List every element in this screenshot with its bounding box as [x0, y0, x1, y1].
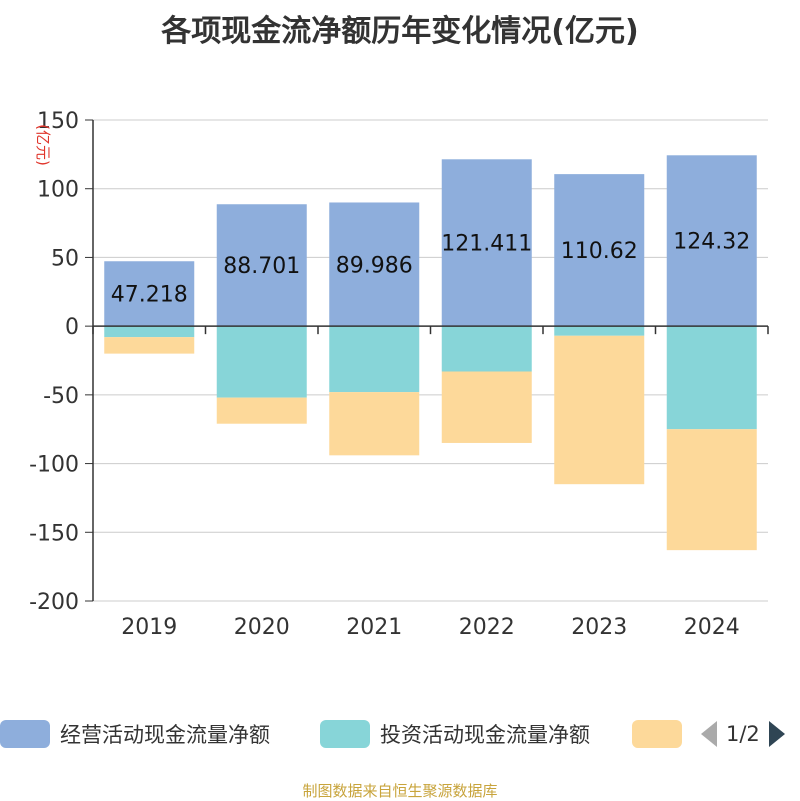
- bar-1-2019[interactable]: [104, 326, 195, 338]
- legend-item-0[interactable]: 经营活动现金流量净额: [0, 716, 270, 752]
- legend-swatch-1: [320, 720, 370, 748]
- x-tick-label-2022: 2022: [459, 615, 515, 640]
- bar-2-2024[interactable]: [666, 429, 757, 551]
- x-tick-label-2024: 2024: [684, 615, 740, 640]
- x-tick-label-2020: 2020: [234, 615, 290, 640]
- bar-1-2024[interactable]: [666, 326, 757, 430]
- bar-0-2019[interactable]: [104, 261, 195, 327]
- bar-0-2024[interactable]: [666, 155, 757, 327]
- y-axis-label: (亿元): [34, 124, 52, 166]
- data-label-0-2019: 47.218: [111, 283, 188, 308]
- y-tick-label-2: 50: [51, 246, 79, 271]
- legend-swatch-2: [632, 720, 682, 748]
- bar-2-2021[interactable]: [329, 392, 420, 456]
- bar-1-2023[interactable]: [554, 326, 645, 336]
- axes: 150 100 50 0 -50 -100 -150 -200 (亿元) 2019 2020 2021…: [29, 109, 740, 640]
- legend: 经营活动现金流量净额 投资活动现金流量净额 1/2: [0, 716, 800, 752]
- y-tick-label-0: 150: [37, 109, 79, 134]
- bar-chart: 150 100 50 0 -50 -100 -150 -200 (亿元) 2019 2020 2021…: [29, 109, 769, 640]
- data-label-0-2020: 88.701: [223, 254, 300, 279]
- legend-item-2[interactable]: [632, 716, 692, 752]
- x-tick-label-2023: 2023: [571, 615, 627, 640]
- bar-0-2022[interactable]: [441, 159, 532, 327]
- pager-prev-icon[interactable]: [700, 720, 718, 748]
- y-tick-label-6: -150: [29, 521, 79, 546]
- data-label-0-2024: 124.32: [673, 230, 750, 255]
- y-tick-label-3: 0: [65, 315, 79, 340]
- bar-1-2021[interactable]: [329, 326, 420, 393]
- legend-label-1: 投资活动现金流量净额: [380, 723, 590, 747]
- x-tick-label-2019: 2019: [121, 615, 177, 640]
- legend-label-0: 经营活动现金流量净额: [60, 723, 270, 747]
- bar-0-2021[interactable]: [329, 202, 420, 327]
- bar-0-2020[interactable]: [216, 204, 307, 327]
- data-label-0-2022: 121.411: [441, 232, 532, 257]
- bar-1-2022[interactable]: [441, 326, 532, 372]
- y-tick-label-1: 100: [37, 178, 79, 203]
- bars: [104, 155, 757, 551]
- data-labels: 47.218 88.701 89.986 121.411 110.62 124.32: [92, 230, 769, 335]
- bar-1-2020[interactable]: [216, 326, 307, 398]
- legend-pager: 1/2: [700, 716, 786, 752]
- bar-2-2019[interactable]: [104, 337, 195, 354]
- bar-2-2020[interactable]: [216, 397, 307, 424]
- pager-text: 1/2: [726, 722, 760, 746]
- bar-2-2022[interactable]: [441, 371, 532, 443]
- data-label-0-2021: 89.986: [336, 253, 413, 278]
- chart-title: 各项现金流净额历年变化情况(亿元): [161, 14, 639, 49]
- bar-0-2023[interactable]: [554, 174, 645, 327]
- y-tick-label-4: -50: [43, 384, 79, 409]
- data-label-0-2023: 110.62: [561, 239, 638, 264]
- grid-lines: [93, 119, 768, 602]
- x-tick-label-2021: 2021: [346, 615, 402, 640]
- legend-item-1[interactable]: 投资活动现金流量净额: [320, 716, 590, 752]
- y-tick-label-7: -200: [29, 590, 79, 615]
- source-note: 制图数据来自恒生聚源数据库: [302, 782, 498, 800]
- y-tick-label-5: -100: [29, 453, 79, 478]
- pager-next-icon[interactable]: [768, 720, 786, 748]
- bar-2-2023[interactable]: [554, 335, 645, 485]
- legend-swatch-0: [0, 720, 50, 748]
